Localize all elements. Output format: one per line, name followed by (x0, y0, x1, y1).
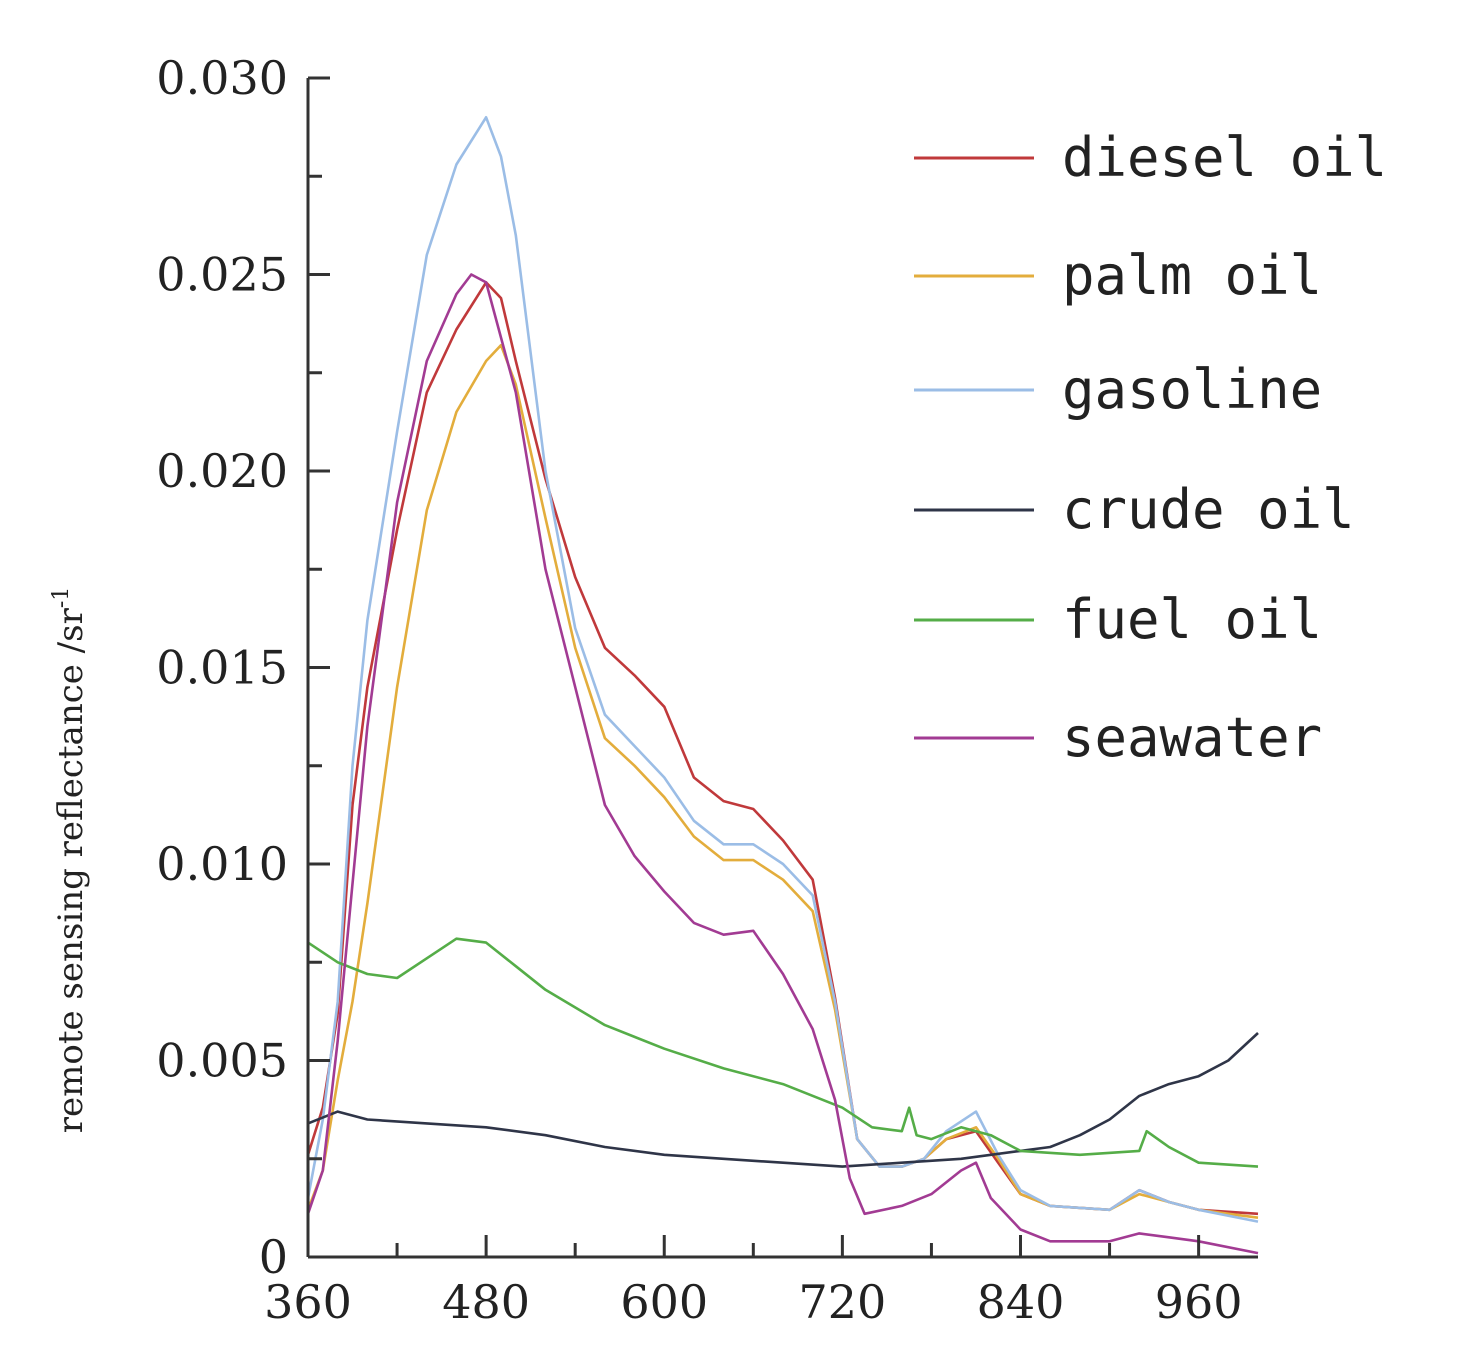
series-line-crude-oil (307, 1032, 1259, 1168)
x-tick-label: 360 (264, 1275, 352, 1329)
y-tick-label: 0.010 (156, 837, 288, 891)
y-tick-label: 0 (259, 1230, 288, 1284)
y-axis-label-superscript: -1 (49, 587, 74, 608)
y-tick-label: 0.030 (156, 51, 288, 105)
legend-label: diesel oil (1062, 126, 1387, 189)
series-line-palm-oil (306, 343, 1259, 1219)
y-ticks: 0 0.005 0.010 0.015 0.020 0.025 0.030 (156, 51, 330, 1284)
y-axis-label-text: remote sensing reflectance /sr (51, 607, 91, 1133)
x-ticks: 360 480 600 720 840 960 (264, 1235, 1243, 1329)
series-line-gasoline (306, 116, 1259, 1223)
legend-label: palm oil (1062, 244, 1322, 307)
legend-label: gasoline (1062, 358, 1322, 421)
series-line-seawater (306, 273, 1259, 1255)
legend-label: seawater (1062, 706, 1322, 769)
y-axis-label: remote sensing reflectance /sr-1 (49, 587, 91, 1134)
legend-label: fuel oil (1062, 588, 1322, 651)
x-tick-label: 480 (442, 1275, 530, 1329)
y-tick-label: 0.025 (156, 248, 288, 302)
legend-label: crude oil (1062, 478, 1355, 541)
x-tick-label: 960 (1155, 1275, 1243, 1329)
series-line-fuel-oil (307, 937, 1259, 1168)
y-tick-label: 0.020 (156, 444, 288, 498)
series-layer (306, 116, 1259, 1255)
y-tick-label: 0.005 (156, 1034, 288, 1088)
x-tick-label: 600 (620, 1275, 708, 1329)
y-tick-label: 0.015 (156, 641, 288, 695)
x-tick-label: 720 (798, 1275, 886, 1329)
x-tick-label: 840 (977, 1275, 1065, 1329)
legend: diesel oil palm oil gasoline crude oil fuel … (914, 126, 1387, 769)
